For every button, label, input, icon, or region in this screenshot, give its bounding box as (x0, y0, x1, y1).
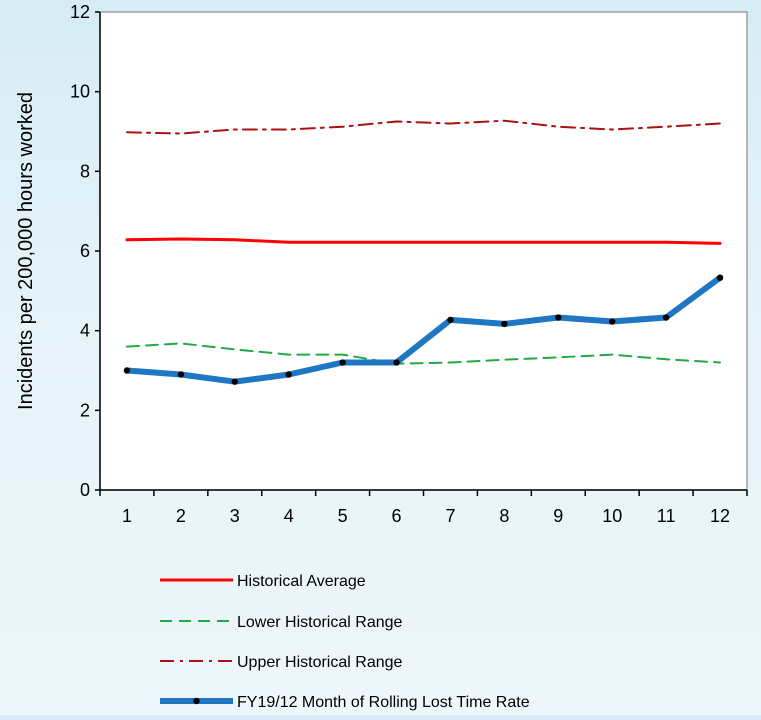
x-tick-label: 1 (122, 506, 132, 526)
legend-marker (193, 697, 200, 705)
y-tick-label: 2 (80, 400, 90, 420)
x-tick-label: 12 (710, 506, 730, 526)
data-point (285, 371, 292, 378)
x-tick-label: 8 (499, 506, 509, 526)
y-tick-label: 0 (80, 480, 90, 500)
data-point (609, 318, 616, 325)
y-tick-label: 12 (70, 2, 90, 22)
data-point (123, 367, 131, 374)
data-point (555, 314, 562, 321)
data-point (177, 371, 185, 378)
x-tick-label: 7 (445, 506, 455, 526)
legend-label-1: Historical Average (237, 573, 366, 590)
data-point (716, 274, 724, 281)
x-tick-label: 4 (284, 506, 294, 526)
series-line-4 (124, 274, 723, 385)
data-point (447, 316, 454, 324)
y-tick-label: 8 (80, 161, 90, 181)
plot-area (99, 11, 748, 491)
legend-label-3: Upper Historical Range (237, 654, 403, 671)
x-tick-label: 9 (553, 506, 563, 526)
series-line-3 (126, 119, 721, 135)
data-point (231, 378, 238, 385)
x-tick-label: 3 (230, 506, 240, 526)
legend-label-2: Lower Historical Range (237, 614, 403, 631)
y-tick-label: 10 (70, 82, 90, 102)
x-tick-label: 10 (602, 506, 622, 526)
x-tick-label: 5 (338, 506, 348, 526)
data-point (393, 359, 400, 366)
series-line-1 (125, 237, 722, 245)
series-line-2 (126, 342, 721, 365)
legend-label-4: FY19/12 Month of Rolling Lost Time Rate (237, 694, 530, 711)
y-axis-title: Incidents per 200,000 hours worked (15, 92, 37, 410)
x-tick-label: 6 (392, 506, 402, 526)
data-point (339, 359, 346, 366)
data-point (501, 320, 508, 328)
y-tick-label: 6 (80, 241, 90, 261)
data-point (662, 314, 670, 321)
x-tick-label: 2 (176, 506, 186, 526)
x-tick-label: 11 (657, 506, 676, 526)
y-tick-label: 4 (80, 321, 90, 341)
